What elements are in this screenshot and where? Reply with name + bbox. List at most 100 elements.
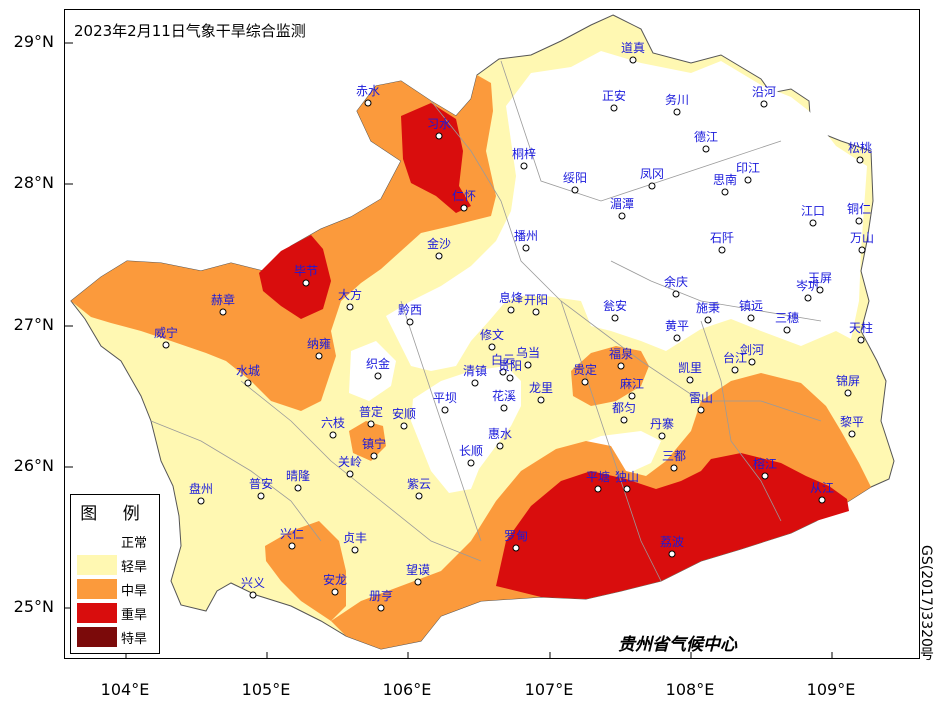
city-marker xyxy=(731,366,739,374)
lat-label-28: 28°N xyxy=(13,173,54,192)
city-label: 镇远 xyxy=(738,299,764,313)
city-label: 修文 xyxy=(479,328,505,342)
city-marker xyxy=(747,314,755,322)
city-marker xyxy=(858,246,866,254)
city-label: 平坝 xyxy=(432,391,458,405)
city-label: 荔波 xyxy=(659,535,685,549)
city-label: 望谟 xyxy=(405,563,431,577)
city-label: 都匀 xyxy=(611,401,637,415)
city-label: 平塘 xyxy=(585,470,611,484)
city-marker xyxy=(856,156,864,164)
city-marker xyxy=(435,132,443,140)
city-label: 贵阳 xyxy=(497,359,523,373)
city-marker xyxy=(346,303,354,311)
city-label: 贞丰 xyxy=(342,531,368,545)
city-label: 习水 xyxy=(426,117,452,131)
city-marker xyxy=(400,422,408,430)
zone-moderate-fuquan xyxy=(571,346,649,406)
city-marker xyxy=(537,396,545,404)
city-marker xyxy=(618,212,626,220)
city-label: 册亨 xyxy=(368,589,394,603)
city-label: 石阡 xyxy=(709,231,735,245)
zone-moderate-zhenning xyxy=(349,421,386,461)
city-label: 正安 xyxy=(601,89,627,103)
city-label: 玉屏 xyxy=(807,271,833,285)
city-marker xyxy=(668,550,676,558)
city-marker xyxy=(377,604,385,612)
legend-item-severe: 重旱 xyxy=(77,603,155,623)
city-label: 赤水 xyxy=(355,84,381,98)
city-marker xyxy=(406,318,414,326)
city-marker xyxy=(244,379,252,387)
city-label: 岑巩 xyxy=(795,279,821,293)
lon-label-105: 105°E xyxy=(241,680,291,699)
city-label: 水城 xyxy=(235,364,261,378)
zone-moderate-anlong xyxy=(265,521,346,621)
city-marker xyxy=(315,352,323,360)
city-marker xyxy=(219,308,227,316)
city-label: 剑河 xyxy=(739,343,765,357)
lat-label-29: 29°N xyxy=(13,32,54,51)
city-marker xyxy=(507,306,515,314)
city-label: 道真 xyxy=(620,41,646,55)
city-label: 龙里 xyxy=(528,381,554,395)
legend-item-normal: 正常 xyxy=(77,531,155,551)
city-label: 镇宁 xyxy=(361,437,387,451)
city-marker xyxy=(522,244,530,252)
city-marker xyxy=(704,316,712,324)
city-label: 独山 xyxy=(614,470,640,484)
lon-label-109: 109°E xyxy=(806,680,856,699)
city-marker xyxy=(783,326,791,334)
city-label: 盘州 xyxy=(188,482,214,496)
lat-label-25: 25°N xyxy=(13,597,54,616)
city-marker xyxy=(257,492,265,500)
legend-swatch xyxy=(77,603,117,623)
city-label: 江口 xyxy=(800,204,826,218)
city-label: 白云 xyxy=(490,353,516,367)
city-marker xyxy=(374,372,382,380)
city-label: 清镇 xyxy=(462,364,488,378)
city-marker xyxy=(718,246,726,254)
city-marker xyxy=(524,361,532,369)
city-marker xyxy=(816,286,824,294)
city-marker xyxy=(499,368,507,376)
city-label: 纳雍 xyxy=(306,337,332,351)
zone-normal-center xyxy=(411,366,521,493)
city-label: 绥阳 xyxy=(562,171,588,185)
city-label: 大方 xyxy=(337,288,363,302)
city-label: 紫云 xyxy=(406,477,432,491)
city-marker xyxy=(331,588,339,596)
city-marker xyxy=(748,358,756,366)
city-marker xyxy=(249,591,257,599)
county-boundaries xyxy=(150,60,822,582)
city-label: 乌当 xyxy=(515,346,541,360)
city-marker xyxy=(844,389,852,397)
zone-severe-xishui xyxy=(401,103,471,213)
city-label: 松桃 xyxy=(847,141,873,155)
city-marker xyxy=(415,492,423,500)
city-marker xyxy=(610,104,618,112)
city-label: 三都 xyxy=(661,449,687,463)
city-label: 天柱 xyxy=(848,321,874,335)
city-label: 丹寨 xyxy=(649,417,675,431)
legend-item-light: 轻旱 xyxy=(77,555,155,575)
city-marker xyxy=(532,308,540,316)
city-marker xyxy=(197,497,205,505)
city-marker xyxy=(288,542,296,550)
city-marker xyxy=(496,442,504,450)
city-marker xyxy=(744,176,752,184)
zone-normal xyxy=(386,51,867,371)
city-marker xyxy=(658,432,666,440)
legend-label: 轻旱 xyxy=(121,560,148,575)
city-marker xyxy=(809,219,817,227)
city-marker xyxy=(848,430,856,438)
city-label: 晴隆 xyxy=(285,469,311,483)
city-marker xyxy=(670,464,678,472)
map-approval-number: GS(2017)3320号 xyxy=(918,545,934,661)
city-label: 凤冈 xyxy=(639,167,665,181)
city-marker xyxy=(611,314,619,322)
city-label: 贵定 xyxy=(572,363,598,377)
city-marker xyxy=(571,186,579,194)
city-marker xyxy=(500,404,508,412)
legend-swatch xyxy=(77,627,117,647)
